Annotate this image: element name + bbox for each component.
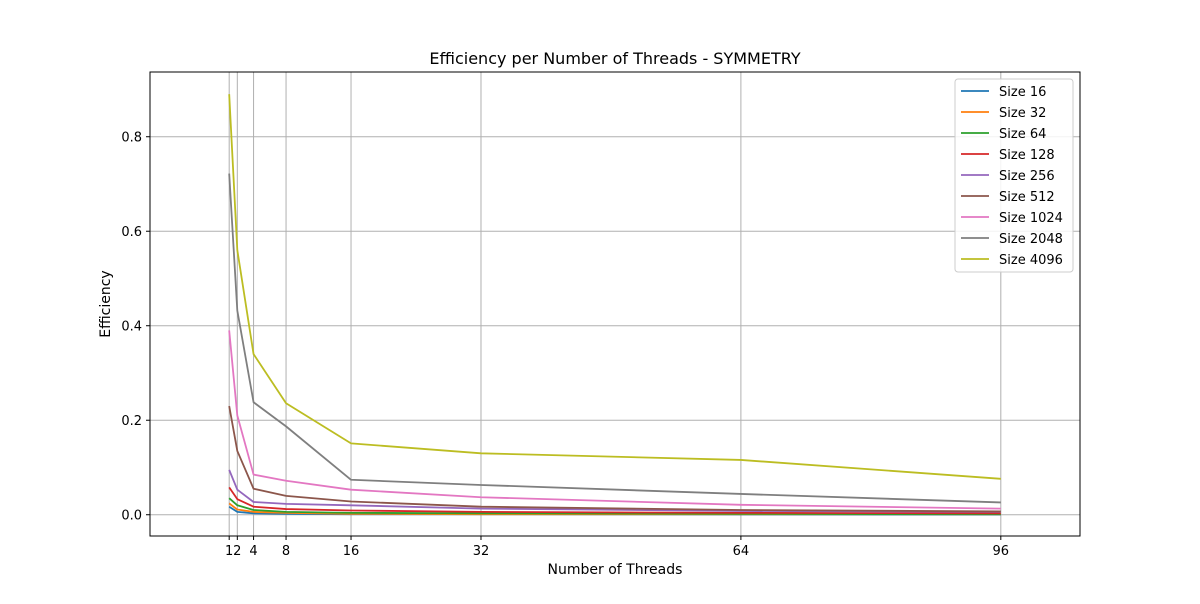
legend-label: Size 1024 — [999, 211, 1063, 226]
legend-label: Size 128 — [999, 148, 1055, 163]
legend-label: Size 16 — [999, 85, 1046, 100]
x-tick-label: 1 — [225, 544, 233, 559]
x-tick-label: 96 — [993, 544, 1010, 559]
legend-label: Size 64 — [999, 127, 1046, 142]
legend-label: Size 512 — [999, 190, 1055, 205]
legend-label: Size 4096 — [999, 253, 1063, 268]
series-line-size-4096 — [228, 94, 1001, 480]
y-tick-label: 0.0 — [121, 509, 142, 524]
y-tick-label: 0.4 — [121, 320, 142, 335]
series-line-size-128 — [228, 486, 1001, 515]
x-tick-label: 8 — [282, 544, 290, 559]
series-lines — [228, 94, 1001, 516]
x-tick-label: 4 — [249, 544, 257, 559]
x-axis-label: Number of Threads — [548, 562, 683, 578]
legend-label: Size 256 — [999, 169, 1055, 184]
y-tick-label: 0.8 — [121, 131, 142, 146]
legend-box — [954, 78, 1074, 273]
chart-title: Efficiency per Number of Threads - SYMME… — [429, 49, 800, 68]
y-axis-label: Efficiency — [98, 270, 114, 337]
series-line-size-256 — [228, 469, 1001, 513]
y-tick-label: 0.6 — [121, 225, 142, 240]
legend-label: Size 2048 — [999, 232, 1063, 247]
legend: Size 16 Size 32 Size 64 Size 128 Size 256 Siz… — [954, 78, 1074, 273]
series-line-size-1024 — [228, 330, 1001, 510]
series-line-size-64 — [228, 497, 1001, 516]
y-tick-label: 0.2 — [121, 414, 142, 429]
series-line-size-2048 — [228, 173, 1001, 504]
x-tick-label: 16 — [343, 544, 360, 559]
series-line-size-512 — [228, 405, 1001, 513]
plot-frame — [149, 71, 1081, 537]
x-axis-ticks: 1 2 4 8 16 32 64 96 — [225, 536, 1009, 559]
x-tick-label: 32 — [473, 544, 490, 559]
x-tick-label: 2 — [233, 544, 241, 559]
y-axis-ticks: 0.0 0.2 0.4 0.6 0.8 — [121, 131, 150, 524]
x-tick-label: 64 — [733, 544, 750, 559]
legend-label: Size 32 — [999, 106, 1046, 121]
